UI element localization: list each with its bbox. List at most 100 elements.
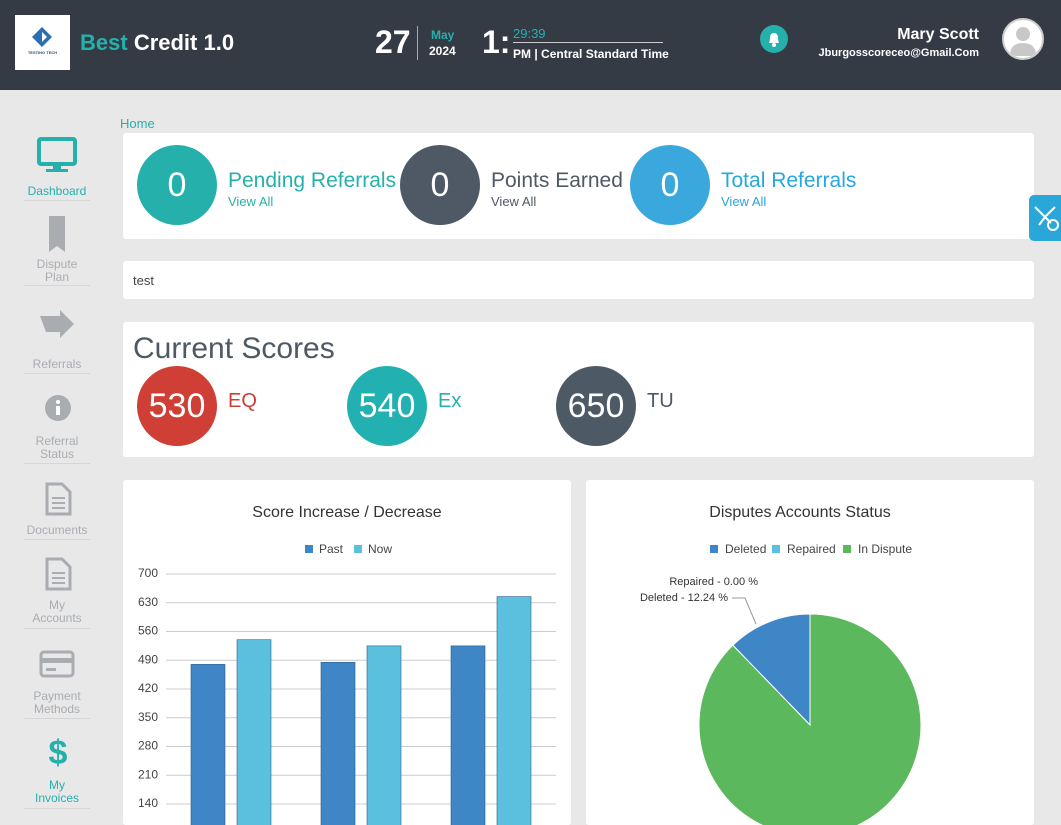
stat-circle: 0 — [630, 145, 710, 225]
divider — [417, 26, 418, 60]
score-circle: 530 — [137, 366, 217, 446]
nav-icon — [37, 137, 77, 172]
hour: 1: — [482, 24, 511, 60]
nav-icon — [45, 557, 72, 591]
pie-slice — [732, 613, 811, 727]
nav-label: Dashboard — [27, 184, 87, 198]
legend-swatch — [710, 545, 718, 553]
header: TESTING TECH Best Credit 1.0 27 May 2024… — [0, 0, 1061, 90]
notification-bell[interactable] — [760, 25, 788, 53]
bar — [450, 645, 486, 825]
tool-icon — [1034, 206, 1059, 231]
legend-label: Past — [319, 542, 344, 556]
user-name: Mary Scott — [897, 26, 979, 43]
y-tick-label: 210 — [138, 767, 158, 781]
nav-label: My Accounts — [32, 598, 82, 625]
user-email: Jburgosscoreceo@Gmail.Com — [818, 47, 980, 59]
pie-slice — [698, 613, 922, 825]
nav-icon — [49, 216, 65, 252]
score-circle: 540 — [347, 366, 427, 446]
brand-accent: Best — [80, 30, 128, 55]
legend-swatch — [305, 545, 313, 553]
pie-chart: Disputes Accounts Status Deleted Repaired I… — [640, 504, 922, 825]
legend-swatch — [354, 545, 362, 553]
legend-swatch — [772, 545, 780, 553]
nav-item[interactable]: Dashboard — [24, 136, 90, 201]
score-label: EQ — [228, 390, 257, 412]
year: 2024 — [429, 44, 456, 58]
nav-label: Dispute Plan — [36, 257, 78, 284]
month: May — [431, 28, 455, 42]
timezone: PM | Central Standard Time — [513, 47, 669, 61]
nav-item[interactable]: Referral Status — [24, 393, 90, 464]
nav-item[interactable]: Documents — [24, 482, 90, 540]
breadcrumb[interactable]: Home — [120, 116, 155, 131]
nav-item[interactable]: Referrals — [24, 308, 90, 374]
data-label: Deleted - 12.24 % — [640, 592, 728, 604]
nav-item[interactable]: Dispute Plan — [24, 215, 90, 286]
stat-link[interactable]: View All — [721, 194, 767, 209]
stat-link[interactable]: View All — [491, 194, 537, 209]
logo: TESTING TECH — [15, 15, 70, 70]
nav-label: Referrals — [32, 357, 82, 371]
bell-icon — [769, 33, 779, 47]
nav-icon — [40, 310, 74, 338]
nav-icon — [45, 395, 71, 421]
y-tick-label: 560 — [138, 624, 158, 638]
logo-text: TESTING TECH — [27, 50, 58, 55]
stat-label: Points Earned — [491, 169, 623, 192]
leader-line — [732, 597, 757, 625]
scores-card: Current Scores 530 EQ 540 Ex 650 TU — [123, 322, 1034, 457]
nav-label: Documents — [26, 523, 88, 537]
bar-chart: Score Increase / Decrease Past Now 140 210 28… — [138, 504, 556, 825]
logo-icon — [32, 27, 52, 47]
minutes: 29:39 — [513, 26, 663, 43]
legend-label: Now — [368, 542, 392, 556]
bar — [236, 639, 272, 825]
y-tick-label: 490 — [138, 652, 158, 666]
day: 27 — [375, 24, 411, 60]
score-circle: 650 — [556, 366, 636, 446]
avatar[interactable] — [1002, 18, 1044, 60]
brand: Best Credit 1.0 — [80, 30, 234, 56]
bar — [496, 596, 532, 825]
stat-label: Total Referrals — [721, 169, 857, 192]
bar — [190, 664, 226, 825]
note-text: test — [133, 273, 154, 288]
chart-title: Disputes Accounts Status — [709, 504, 890, 521]
y-tick-label: 140 — [138, 796, 158, 810]
legend-label: In Dispute — [858, 542, 912, 556]
nav-label: My Invoices — [35, 778, 80, 805]
pie-card: Disputes Accounts Status Deleted Repaired I… — [586, 480, 1034, 825]
y-tick-label: 280 — [138, 739, 158, 753]
nav-label: Payment Methods — [33, 689, 81, 716]
legend-label: Deleted — [725, 542, 766, 556]
avatar-icon — [1010, 27, 1036, 56]
nav-label: Referral Status — [35, 434, 79, 461]
bar — [366, 645, 402, 825]
y-tick-label: 700 — [138, 566, 158, 580]
nav-icon — [39, 650, 75, 678]
y-tick-label: 420 — [138, 681, 158, 695]
score-label: TU — [647, 390, 674, 412]
y-tick-label: 630 — [138, 595, 158, 609]
stat-circle: 0 — [137, 145, 217, 225]
legend-label: Repaired — [787, 542, 836, 556]
side-tool-button[interactable] — [1029, 195, 1061, 241]
nav-item[interactable]: My Accounts — [24, 557, 90, 629]
nav-item[interactable]: Payment Methods — [24, 648, 90, 719]
svg-text:$: $ — [49, 737, 68, 772]
nav-icon — [45, 482, 72, 516]
nav-icon: $ — [49, 734, 68, 772]
bar-card: Score Increase / Decrease Past Now 140 210 28… — [123, 480, 571, 825]
bar — [320, 662, 356, 825]
stat-label: Pending Referrals — [228, 169, 397, 192]
score-label: Ex — [438, 390, 462, 412]
scores-title: Current Scores — [133, 332, 335, 365]
stat-link[interactable]: View All — [228, 194, 274, 209]
chart-title: Score Increase / Decrease — [252, 504, 442, 521]
nav-item[interactable]: $ My Invoices — [24, 734, 90, 809]
brand-name: Credit 1.0 — [133, 30, 235, 55]
y-tick-label: 350 — [138, 710, 158, 724]
